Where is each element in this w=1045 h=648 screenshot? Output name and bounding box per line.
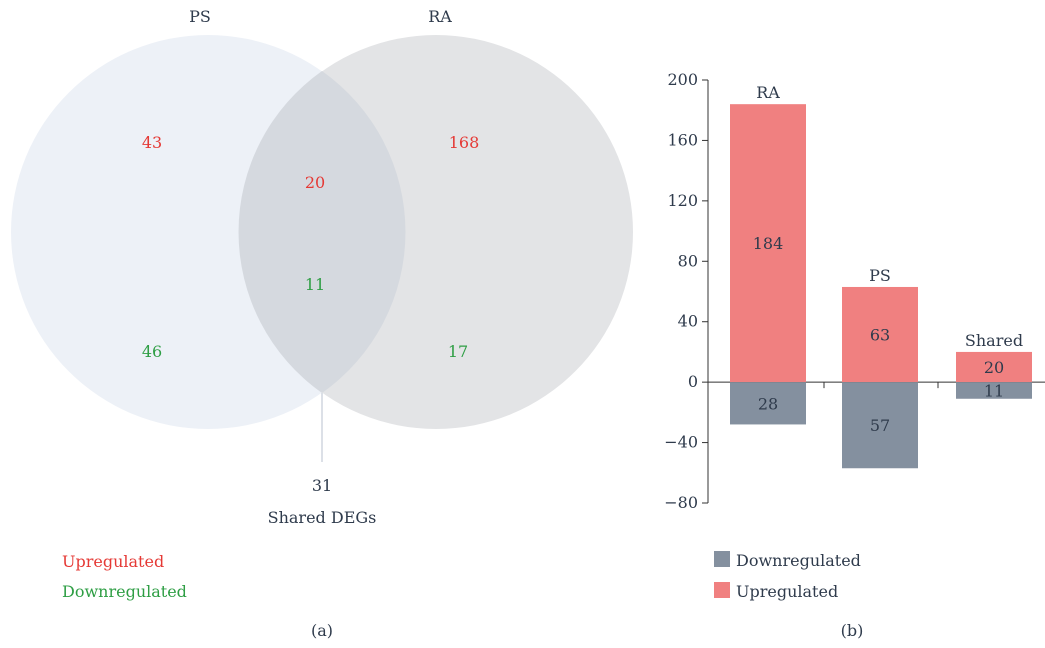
shared-caption: Shared DEGs xyxy=(268,508,377,527)
y-tick-label: 40 xyxy=(678,312,698,331)
venn-shared-down-count: 11 xyxy=(305,275,325,294)
venn-set-label-ra: RA xyxy=(428,7,452,26)
legend-label-upregulated: Upregulated xyxy=(736,582,838,601)
venn-diagram: PS RA 43 46 20 11 168 17 31 Shared DEGs … xyxy=(11,7,633,640)
venn-ra-up-count: 168 xyxy=(449,133,480,152)
bar-downregulated-shared xyxy=(956,382,1032,399)
data-label-down-shared: 11 xyxy=(984,381,1004,400)
category-label-ps: PS xyxy=(869,266,891,285)
y-tick-label: 0 xyxy=(688,372,698,391)
y-tick-label: 160 xyxy=(667,130,698,149)
venn-shared-up-count: 20 xyxy=(305,173,325,192)
data-label-up-ps: 63 xyxy=(870,326,890,345)
bar-upregulated-ra xyxy=(730,104,806,383)
y-tick-label: −40 xyxy=(664,433,698,452)
legend-swatch-downregulated xyxy=(714,551,730,567)
shared-total-count: 31 xyxy=(312,476,332,495)
venn-legend-down: Downregulated xyxy=(62,582,187,601)
bar-downregulated-ps xyxy=(842,382,918,469)
y-tick-label: 80 xyxy=(678,251,698,270)
venn-set-label-ps: PS xyxy=(189,7,211,26)
venn-ra-down-count: 17 xyxy=(448,342,468,361)
bar-chart: 200 160 120 80 40 0 −40 −80 RA 184 28 PS 63 57 Shared 2… xyxy=(664,70,1045,512)
data-label-up-shared: 20 xyxy=(984,358,1004,377)
category-label-ra: RA xyxy=(756,83,780,102)
category-label-shared: Shared xyxy=(965,331,1023,350)
venn-legend-up: Upregulated xyxy=(62,552,164,571)
panel-label-a: (a) xyxy=(311,621,333,640)
bar-upregulated-ps xyxy=(842,286,918,383)
legend-label-downregulated: Downregulated xyxy=(736,551,861,570)
bar-downregulated-ra xyxy=(730,382,806,425)
data-label-up-ra: 184 xyxy=(753,234,784,253)
data-label-down-ra: 28 xyxy=(758,394,778,413)
y-tick-label: 120 xyxy=(667,191,698,210)
y-tick-label: 200 xyxy=(667,70,698,89)
venn-overlap xyxy=(238,71,406,393)
bar-chart-legend: Downregulated Upregulated xyxy=(714,551,861,601)
venn-ps-up-count: 43 xyxy=(142,133,162,152)
y-tick-label: −80 xyxy=(664,493,698,512)
data-label-down-ps: 57 xyxy=(870,416,890,435)
bar-upregulated-shared xyxy=(956,351,1032,383)
legend-swatch-upregulated xyxy=(714,582,730,598)
venn-ps-down-count: 46 xyxy=(142,342,162,361)
panel-label-b: (b) xyxy=(841,621,864,640)
